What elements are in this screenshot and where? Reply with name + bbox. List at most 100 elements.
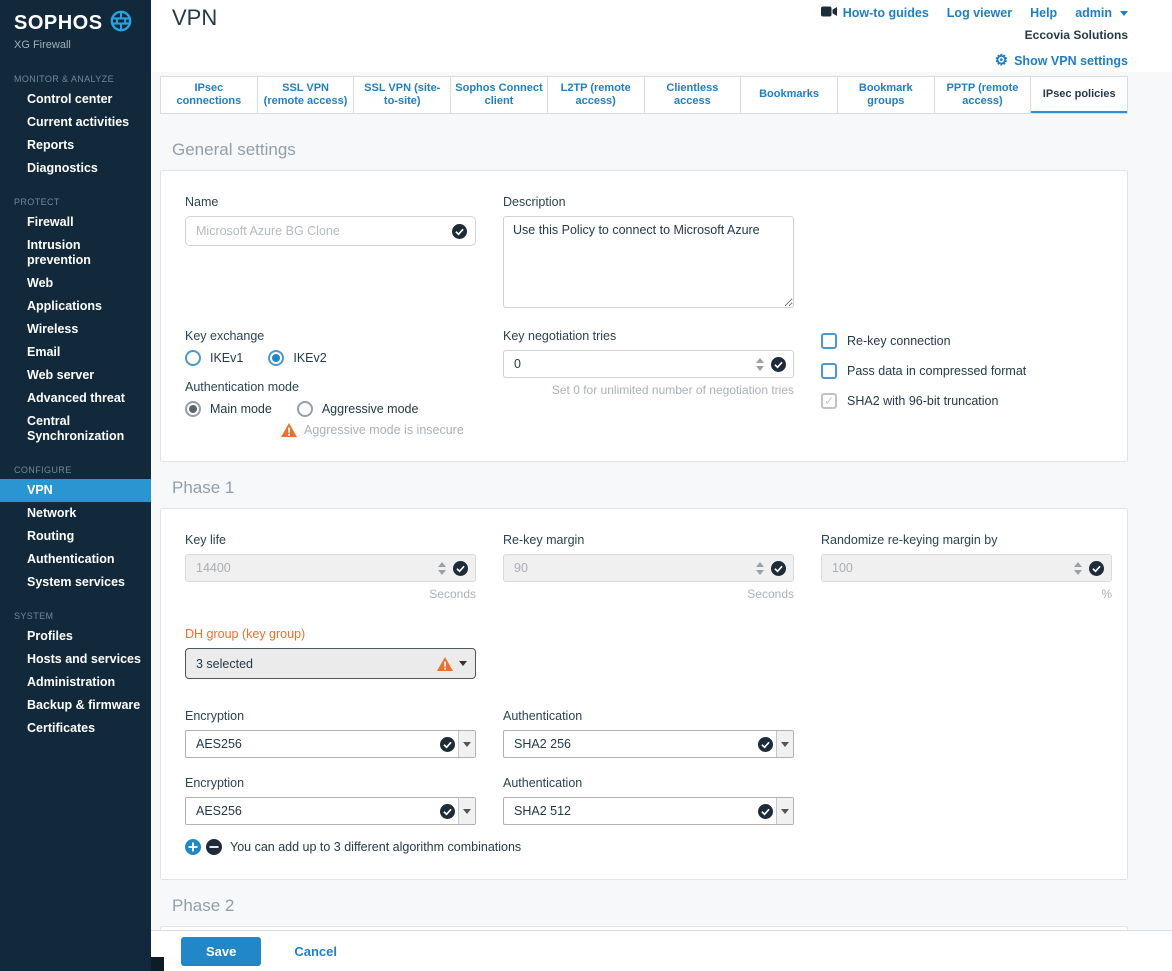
spinner-up-icon bbox=[438, 561, 446, 567]
sha2-truncation-checkbox[interactable]: ✓ bbox=[821, 393, 837, 409]
key-negotiation-input[interactable] bbox=[504, 357, 754, 371]
tab-bookmarks[interactable]: Bookmarks bbox=[741, 77, 838, 113]
ikev1-radio[interactable] bbox=[185, 350, 201, 366]
rekey-connection-checkbox[interactable] bbox=[821, 333, 837, 349]
number-stepper bbox=[756, 561, 764, 575]
sidebar-item-hosts-and-services[interactable]: Hosts and services bbox=[27, 652, 141, 666]
sidebar-item-wireless[interactable]: Wireless bbox=[27, 322, 79, 336]
sidebar-item-intrusion-prevention[interactable]: Intrusion prevention bbox=[27, 238, 91, 267]
valid-check-icon bbox=[452, 223, 467, 239]
sidebar-item-firewall[interactable]: Firewall bbox=[27, 215, 74, 229]
valid-check-icon bbox=[440, 803, 455, 819]
authentication2-value: SHA2 512 bbox=[514, 804, 571, 818]
tenant-name: Eccovia Solutions bbox=[1024, 28, 1128, 42]
compressed-format-checkbox[interactable] bbox=[821, 363, 837, 379]
sidebar-item-vpn[interactable]: VPN bbox=[0, 479, 151, 502]
sidebar-item-control-center[interactable]: Control center bbox=[27, 92, 113, 106]
chevron-down-icon bbox=[1120, 10, 1128, 16]
sidebar-item-web-server[interactable]: Web server bbox=[27, 368, 95, 382]
sidebar-item-routing[interactable]: Routing bbox=[27, 529, 75, 543]
randomize-margin-unit: % bbox=[1101, 587, 1112, 601]
description-textarea[interactable]: Use this Policy to connect to Microsoft … bbox=[503, 216, 794, 308]
sha2-truncation-option[interactable]: ✓ SHA2 with 96-bit truncation bbox=[821, 393, 1112, 409]
authentication1-select[interactable]: SHA2 256 bbox=[503, 730, 794, 758]
log-viewer-link[interactable]: Log viewer bbox=[946, 6, 1013, 20]
encryption1-select[interactable]: AES256 bbox=[185, 730, 476, 758]
sidebar-item-reports[interactable]: Reports bbox=[27, 138, 75, 152]
admin-menu[interactable]: admin bbox=[1075, 6, 1128, 20]
number-stepper bbox=[1074, 561, 1082, 575]
authentication1-value: SHA2 256 bbox=[514, 737, 571, 751]
main-mode-radio[interactable] bbox=[185, 401, 201, 417]
sidebar-item-certificates[interactable]: Certificates bbox=[27, 721, 96, 735]
sidebar-item-applications[interactable]: Applications bbox=[27, 299, 103, 313]
sidebar-item-email[interactable]: Email bbox=[27, 345, 61, 359]
sidebar-item-profiles[interactable]: Profiles bbox=[27, 629, 73, 643]
general-settings-heading: General settings bbox=[172, 140, 296, 159]
sidebar-item-backup-firmware[interactable]: Backup & firmware bbox=[27, 698, 141, 712]
authentication2-select[interactable]: SHA2 512 bbox=[503, 797, 794, 825]
help-link[interactable]: Help bbox=[1030, 6, 1058, 20]
valid-check-icon bbox=[771, 356, 786, 372]
sidebar-item-diagnostics[interactable]: Diagnostics bbox=[27, 161, 98, 175]
gear-icon: ⚙ bbox=[994, 52, 1009, 69]
spinner-down-icon bbox=[1074, 569, 1082, 575]
combination-note-text: You can add up to 3 different algorithm … bbox=[230, 840, 522, 854]
nav-section-monitor: MONITOR & ANALYZE bbox=[14, 74, 114, 84]
key-life-unit: Seconds bbox=[429, 587, 476, 601]
howto-guides-link[interactable]: How-to guides bbox=[820, 6, 929, 20]
sidebar-item-web[interactable]: Web bbox=[27, 276, 54, 290]
name-input[interactable] bbox=[186, 224, 452, 238]
product-name: XG Firewall bbox=[14, 39, 71, 51]
encryption2-value: AES256 bbox=[196, 804, 242, 818]
sidebar-item-administration[interactable]: Administration bbox=[27, 675, 116, 689]
tab-ssl-vpn-site-to-site[interactable]: SSL VPN (site-to-site) bbox=[354, 77, 452, 113]
tab-l2tp-remote-access[interactable]: L2TP (remote access) bbox=[548, 77, 645, 113]
spinner-up-icon[interactable] bbox=[756, 357, 764, 363]
save-button[interactable]: Save bbox=[181, 936, 262, 966]
aggressive-mode-radio[interactable] bbox=[296, 401, 313, 417]
key-life-field bbox=[185, 554, 476, 582]
tab-sophos-connect-client[interactable]: Sophos Connect client bbox=[451, 77, 548, 113]
spinner-up-icon bbox=[756, 561, 764, 567]
encryption2-label: Encryption bbox=[185, 776, 245, 790]
valid-check-icon bbox=[1089, 560, 1104, 576]
sidebar-item-advanced-threat[interactable]: Advanced threat bbox=[27, 391, 125, 405]
warning-triangle-icon bbox=[281, 423, 297, 437]
rekey-connection-label: Re-key connection bbox=[847, 334, 951, 348]
dh-group-select[interactable]: 3 selected bbox=[185, 648, 476, 679]
nav-section-configure: CONFIGURE bbox=[14, 465, 72, 475]
key-negotiation-label: Key negotiation tries bbox=[503, 329, 617, 343]
sidebar-item-central-synchronization[interactable]: Central Synchronization bbox=[27, 414, 125, 443]
tab-ipsec-connections[interactable]: IPsec connections bbox=[161, 77, 258, 113]
compressed-format-option[interactable]: Pass data in compressed format bbox=[821, 363, 1112, 379]
phase2-heading: Phase 2 bbox=[172, 896, 235, 915]
tab-ipsec-policies[interactable]: IPsec policies bbox=[1031, 77, 1127, 113]
brand-logo-text: SOPHOS bbox=[14, 12, 103, 34]
vpn-tab-bar: IPsec connections SSL VPN (remote access… bbox=[160, 76, 1128, 114]
ikev2-radio[interactable] bbox=[268, 350, 285, 366]
sidebar-item-current-activities[interactable]: Current activities bbox=[27, 115, 130, 129]
sidebar-item-authentication[interactable]: Authentication bbox=[27, 552, 115, 566]
add-combination-button[interactable] bbox=[185, 839, 201, 855]
rekey-margin-field bbox=[503, 554, 794, 582]
key-negotiation-field bbox=[503, 350, 794, 378]
key-life-label: Key life bbox=[185, 533, 226, 547]
randomize-margin-input bbox=[822, 561, 1072, 575]
tab-ssl-vpn-remote-access[interactable]: SSL VPN (remote access) bbox=[258, 77, 355, 113]
rekey-margin-unit: Seconds bbox=[747, 587, 794, 601]
sidebar-item-network[interactable]: Network bbox=[27, 506, 77, 520]
tab-pptp-remote-access[interactable]: PPTP (remote access) bbox=[935, 77, 1032, 113]
tab-bookmark-groups[interactable]: Bookmark groups bbox=[838, 77, 935, 113]
number-stepper[interactable] bbox=[756, 357, 764, 371]
show-vpn-settings-link[interactable]: ⚙ Show VPN settings bbox=[994, 52, 1128, 69]
spinner-down-icon[interactable] bbox=[756, 365, 764, 371]
chevron-down-icon bbox=[459, 661, 467, 666]
remove-combination-button[interactable] bbox=[206, 839, 222, 855]
tab-clientless-access[interactable]: Clientless access bbox=[645, 77, 742, 113]
encryption2-select[interactable]: AES256 bbox=[185, 797, 476, 825]
cancel-button[interactable]: Cancel bbox=[294, 943, 338, 959]
rekey-connection-option[interactable]: Re-key connection bbox=[821, 333, 1112, 349]
sidebar-item-system-services[interactable]: System services bbox=[27, 575, 125, 589]
page-title: VPN bbox=[172, 5, 218, 30]
